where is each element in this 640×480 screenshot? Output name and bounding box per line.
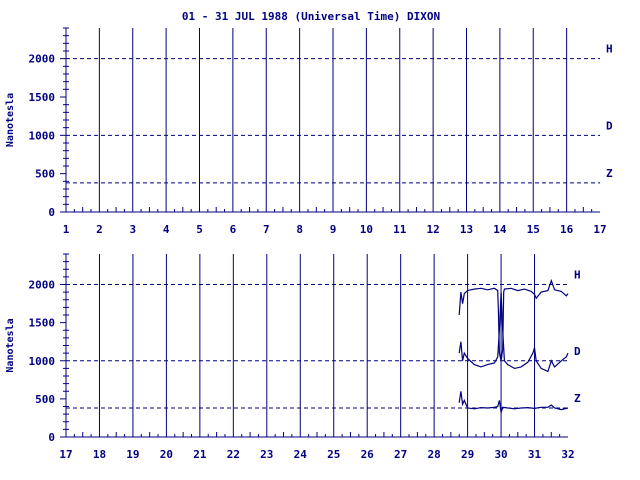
series-line-h	[458, 278, 569, 361]
chart-panel-bottom: 17 18 19 20 21 22 23 24 25 26 27 28 29 30 31 32 0 500 1000…	[5, 253, 581, 461]
y-tick-label: 2000	[29, 279, 56, 292]
x-tick-label: 20	[160, 448, 173, 461]
y-tick-label: 0	[48, 431, 55, 444]
x-tick-label: 14	[493, 223, 507, 236]
x-tick-label: 17	[59, 448, 72, 461]
reference-label-h: H	[606, 43, 613, 56]
x-tick-label: 31	[528, 448, 542, 461]
x-tick-label: 25	[327, 448, 340, 461]
y-tick-label: 2000	[29, 53, 56, 66]
x-tick-label: 22	[227, 448, 240, 461]
x-tick-label: 6	[230, 223, 237, 236]
x-tick-label: 13	[460, 223, 473, 236]
x-tick-label: 29	[461, 448, 474, 461]
x-tick-label: 15	[527, 223, 540, 236]
x-tick-label: 16	[560, 223, 574, 236]
x-tick-label: 11	[393, 223, 407, 236]
x-tick-label: 3	[129, 223, 136, 236]
series-line-z	[458, 391, 569, 413]
x-tick-label: 7	[263, 223, 270, 236]
y-axis-label: Nanotesla	[5, 318, 16, 372]
reference-label-d: D	[574, 345, 581, 358]
x-tick-label: 2	[96, 223, 103, 236]
reference-label-z: Z	[606, 167, 613, 180]
series-line-d	[458, 292, 569, 373]
x-tick-label: 18	[93, 448, 106, 461]
x-tick-label: 28	[428, 448, 441, 461]
x-tick-label: 24	[294, 448, 308, 461]
x-tick-label: 17	[593, 223, 606, 236]
chart-title: 01 - 31 JUL 1988 (Universal Time) DIXON	[182, 10, 440, 23]
reference-label-d: D	[606, 119, 613, 132]
x-tick-label: 30	[494, 448, 507, 461]
x-tick-label: 4	[163, 223, 170, 236]
x-tick-label: 19	[126, 448, 139, 461]
reference-label-h: H	[574, 269, 581, 282]
x-tick-label: 12	[427, 223, 440, 236]
x-tick-label: 8	[296, 223, 303, 236]
x-tick-label: 9	[330, 223, 337, 236]
y-tick-label: 500	[35, 393, 55, 406]
y-tick-label: 1000	[29, 355, 56, 368]
x-tick-label: 27	[394, 448, 407, 461]
x-tick-label: 10	[360, 223, 373, 236]
x-tick-label: 23	[260, 448, 273, 461]
y-tick-label: 0	[48, 206, 55, 219]
x-tick-label: 26	[361, 448, 375, 461]
y-axis-label: Nanotesla	[5, 93, 16, 147]
y-tick-label: 500	[35, 168, 55, 181]
y-tick-label: 1000	[29, 129, 56, 142]
x-tick-label: 1	[63, 223, 70, 236]
x-tick-label: 32	[561, 448, 574, 461]
y-tick-label: 1500	[29, 317, 56, 330]
chart-panel-top: 1 2 3 4 5 6 7 8 9 10 11 12 13 14 15 16 17050010001500200…	[5, 27, 613, 236]
y-tick-label: 1500	[29, 91, 56, 104]
x-tick-label: 21	[193, 448, 207, 461]
reference-label-z: Z	[574, 392, 581, 405]
x-tick-label: 5	[196, 223, 203, 236]
